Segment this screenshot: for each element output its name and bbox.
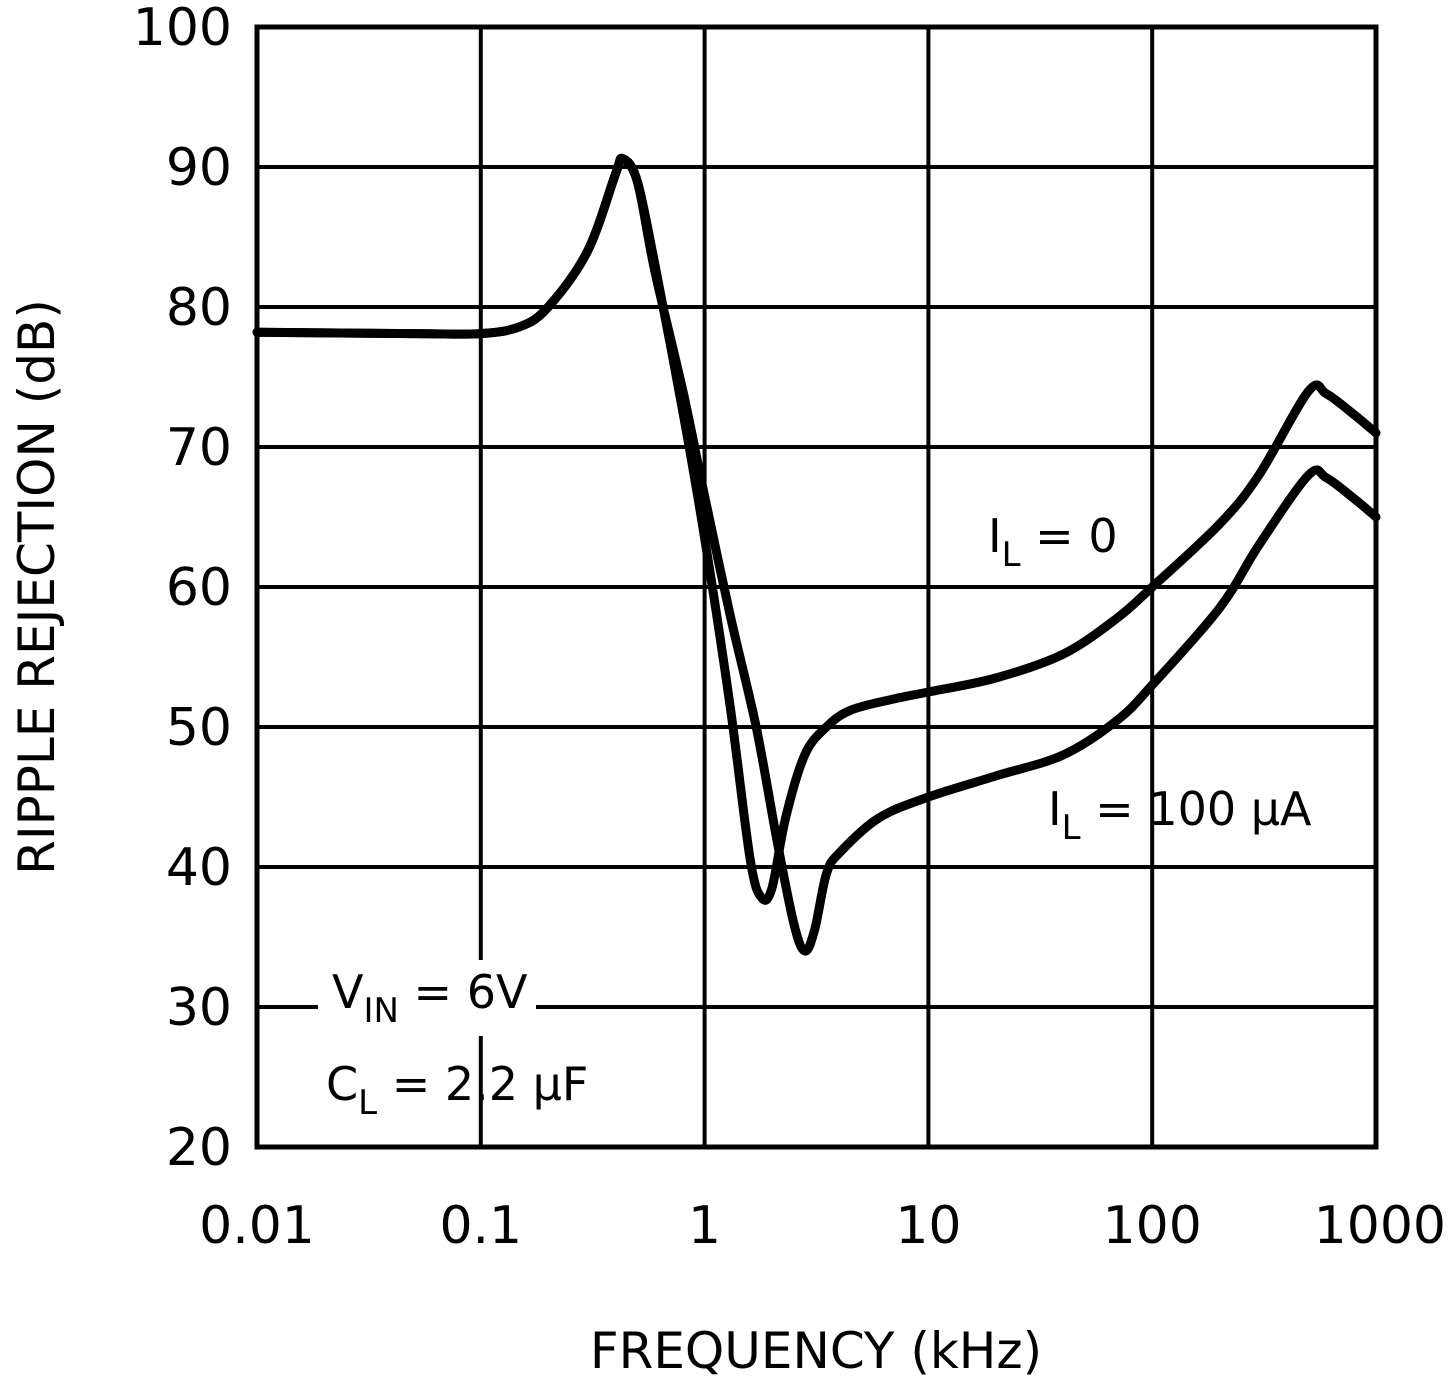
x-tick-label-0.01: 0.01 (199, 1196, 315, 1256)
y-tick-label-100: 100 (133, 0, 232, 58)
y-axis-title: RIPPLE REJECTION (dB) (8, 299, 66, 875)
annotation-vin: VIN = 6V (332, 965, 528, 1031)
y-tick-label-40: 40 (166, 838, 232, 898)
annotation-cl: CL = 2.2 µF (326, 1057, 588, 1123)
y-tick-label-60: 60 (166, 558, 232, 618)
x-axis-title: FREQUENCY (kHz) (590, 1322, 1042, 1377)
series-label-il-100ua: IL = 100 µA (1048, 782, 1312, 848)
y-tick-label-50: 50 (166, 698, 232, 758)
x-tick-label-1000: 1000 (1314, 1196, 1446, 1256)
series-curves (252, 153, 1381, 956)
series-label-il-0: IL = 0 (988, 509, 1118, 575)
plot-frame (254, 24, 1379, 1150)
y-tick-label-70: 70 (166, 418, 232, 478)
x-tick-label-1: 1 (688, 1196, 721, 1256)
y-tick-label-80: 80 (166, 278, 232, 338)
y-tick-labels: 20 30 40 50 60 70 80 90 100 (133, 0, 232, 1178)
x-tick-labels: 0.01 0.1 1 10 100 1000 (199, 1196, 1446, 1256)
x-tick-label-10: 10 (895, 1196, 961, 1256)
series-line-il-100ua (252, 153, 1381, 956)
x-tick-label-0.1: 0.1 (439, 1196, 522, 1256)
y-tick-label-20: 20 (166, 1118, 232, 1178)
annotation-mask (318, 960, 536, 1036)
y-tick-label-90: 90 (166, 138, 232, 198)
x-tick-label-100: 100 (1103, 1196, 1202, 1256)
y-tick-label-30: 30 (166, 978, 232, 1038)
